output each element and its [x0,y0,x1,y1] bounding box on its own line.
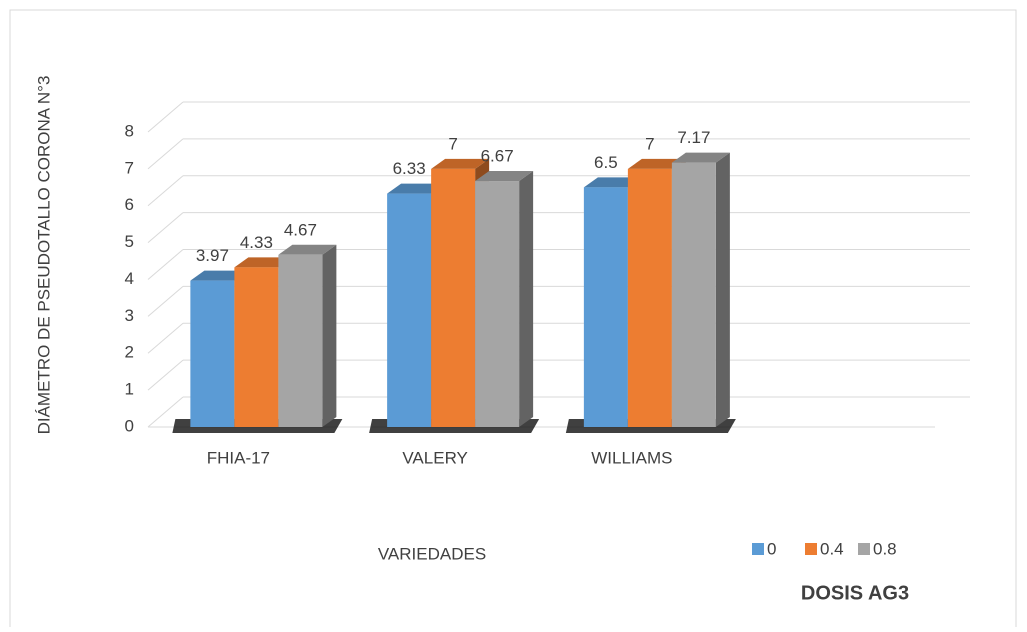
bar-side [322,244,337,427]
bar-top [627,158,686,169]
bar-top [234,257,293,268]
bar-top [387,183,446,194]
grid-line [147,396,184,428]
bar-front [627,168,672,427]
grid-line [147,249,184,280]
data-label: 4.33 [240,233,273,252]
x-tick-label: VALERY [402,448,468,467]
bar-side [715,152,730,427]
bar-front [278,254,323,427]
bar-top [278,244,337,255]
y-tick-label: 4 [125,269,134,288]
bar-top [583,177,642,188]
grid-line [147,322,184,354]
y-tick-label: 5 [125,232,134,251]
bar-top [190,270,249,281]
grid-line [147,285,184,317]
data-label: 4.67 [284,220,317,239]
legend-swatch [805,543,817,555]
y-axis-label: DIÁMETRO DE PSEUDOTALLO CORONA N°3 [34,76,53,435]
grid-line [147,212,184,244]
x-axis-label: VARIEDADES [378,544,486,563]
legend-label: 0.4 [820,539,844,558]
bar-front [431,168,476,427]
data-label: 3.97 [196,246,229,265]
bar [671,152,730,427]
grid-line [147,359,184,391]
data-label: 7.17 [677,128,710,147]
y-tick-label: 1 [125,380,134,399]
data-label: 6.33 [393,159,426,178]
bar-front [190,280,235,427]
legend-swatch [752,543,764,555]
x-tick-label: FHIA-17 [207,448,270,467]
x-tick-label: WILLIAMS [591,448,672,467]
bar-front [387,193,432,427]
y-tick-label: 0 [125,416,134,435]
bar-front [583,187,628,427]
data-label: 7 [645,134,654,153]
bar-top [475,171,534,182]
legend-title: DOSIS AG3 [801,582,909,604]
bar-front [234,267,279,427]
data-label: 6.67 [481,147,514,166]
bar-front [671,162,716,427]
y-tick-label: 8 [125,121,134,140]
y-tick-label: 2 [125,343,134,362]
legend-label: 0.8 [873,539,897,558]
data-label: 7 [448,134,457,153]
y-tick-label: 3 [125,306,134,325]
grid-line [147,138,184,170]
bar-side [519,171,534,427]
y-tick-label: 6 [125,195,134,214]
bar-top [671,152,730,163]
grid-line [147,175,184,207]
bar-front [475,181,520,427]
bar-top [431,158,490,169]
grid-line [147,101,184,133]
bar [475,171,534,427]
legend-swatch [858,543,870,555]
bar [278,244,337,427]
legend-label: 0 [767,539,776,558]
data-label: 6.5 [594,153,618,172]
y-tick-label: 7 [125,158,134,177]
